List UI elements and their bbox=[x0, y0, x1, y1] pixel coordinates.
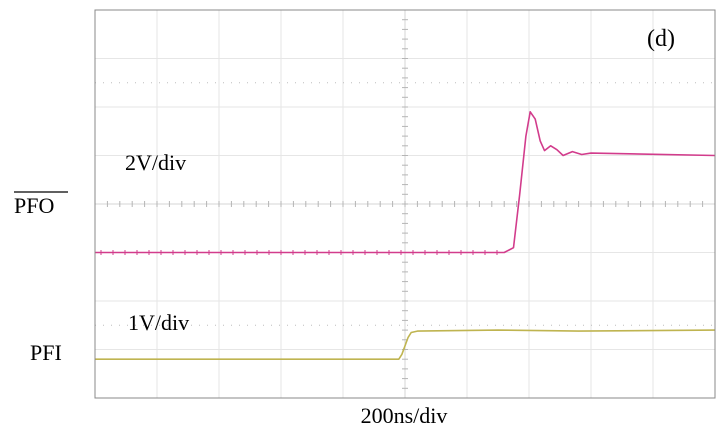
graticule bbox=[94, 9, 716, 399]
pfo-channel-label: PFO bbox=[14, 193, 54, 218]
trace-pfo bbox=[95, 111, 716, 254]
trace-pfi bbox=[95, 329, 716, 360]
pfo-scale-label: 2V/div bbox=[125, 150, 186, 175]
pfi-scale-label: 1V/div bbox=[128, 310, 189, 335]
traces bbox=[95, 111, 716, 360]
panel-label: (d) bbox=[647, 26, 675, 52]
pfi-channel-label: PFI bbox=[30, 340, 62, 365]
x-axis-label: 200ns/div bbox=[361, 403, 448, 428]
plot-frame bbox=[94, 9, 716, 399]
